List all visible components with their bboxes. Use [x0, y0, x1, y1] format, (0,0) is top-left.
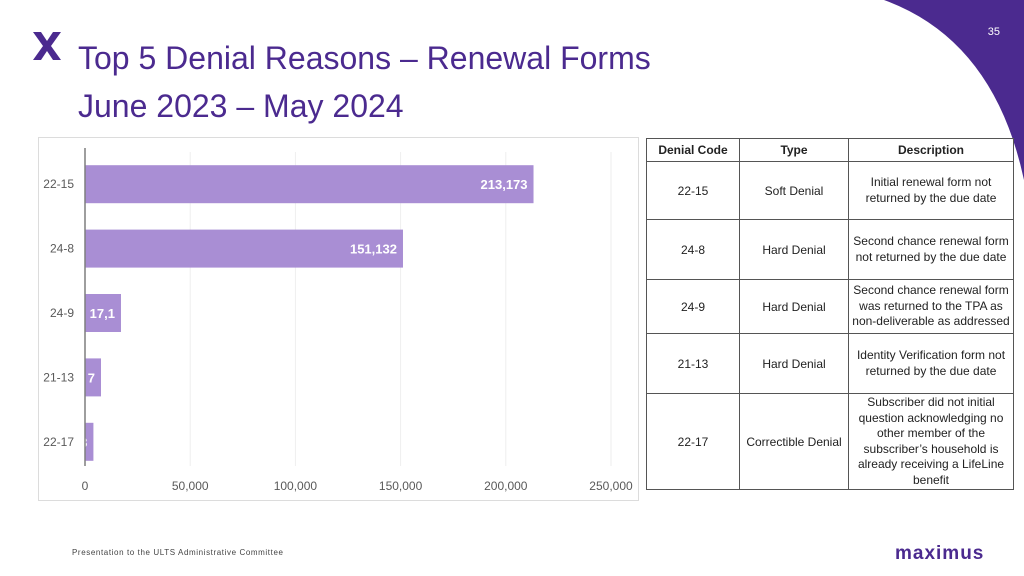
desc-line: Initial renewal form not	[870, 175, 992, 189]
bar-data-label: 7	[88, 370, 95, 385]
table-row: 22-17 Correctible Denial Subscriber did …	[646, 393, 1014, 490]
cell-code: 24-8	[646, 219, 740, 280]
x-tick-label: 200,000	[484, 479, 528, 493]
bar-chart-svg: 0 50,000 100,000 150,000 200,000 250,000 22-15…	[43, 148, 633, 493]
table-row: 24-8 Hard Denial Second chance renewal f…	[646, 219, 1014, 280]
cell-code: 24-9	[646, 279, 740, 334]
desc-line: Second chance renewal form	[853, 234, 1009, 248]
footer-text: Presentation to the ULTS Administrative …	[72, 548, 284, 557]
y-category-label: 24-8	[50, 242, 74, 256]
desc-line: Subscriber did not initial	[867, 395, 995, 409]
brand-logo: maximus	[895, 543, 985, 564]
desc-line: not returned by the due date	[855, 249, 1007, 264]
desc-line: was returned to the TPA as	[859, 298, 1003, 313]
cell-type: Soft Denial	[739, 161, 849, 220]
page-title-line1: Top 5 Denial Reasons – Renewal Forms	[78, 40, 651, 76]
desc-line: returned by the due date	[865, 363, 997, 378]
desc-line: benefit	[912, 472, 950, 487]
cell-description: Identity Verification form not returned …	[848, 333, 1014, 394]
cell-description: Initial renewal form not returned by the…	[848, 161, 1014, 220]
desc-line: returned by the due date	[865, 190, 997, 205]
y-category-label: 21-13	[43, 370, 74, 384]
x-tick-label: 100,000	[274, 479, 318, 493]
desc-line: subscriber’s household is	[863, 441, 999, 456]
bar	[85, 229, 403, 268]
desc-line: already receiving a LifeLine	[857, 457, 1005, 471]
header-denial-code: Denial Code	[646, 138, 740, 162]
cell-type: Hard Denial	[739, 333, 849, 394]
desc-line: Second chance renewal form	[853, 283, 1009, 298]
denial-code-table: Denial Code Type Description 22-15 Soft …	[646, 138, 1014, 490]
bar-data-label: 213,173	[481, 177, 528, 192]
bar	[85, 422, 94, 461]
bar	[85, 358, 101, 397]
bar-data-label: 17,1	[90, 306, 115, 321]
x-tick-label: 50,000	[172, 479, 209, 493]
page-title-line2: June 2023 – May 2024	[78, 88, 404, 124]
page-number: 35	[987, 26, 1000, 38]
page-title: Top 5 Denial Reasons – Renewal Forms Jun…	[78, 34, 651, 130]
cell-type: Hard Denial	[739, 279, 849, 334]
bar	[85, 294, 121, 332]
cell-description: Subscriber did not initial question ackn…	[848, 393, 1014, 490]
header-description: Description	[848, 138, 1014, 162]
table-row: 21-13 Hard Denial Identity Verification …	[646, 333, 1014, 394]
x-tick-label: 250,000	[589, 479, 633, 493]
table-header-row: Denial Code Type Description	[646, 138, 1014, 162]
bar-data-label: 151,132	[350, 242, 397, 257]
cell-description: Second chance renewal form was returned …	[848, 279, 1014, 334]
x-tick-label: 150,000	[379, 479, 423, 493]
y-category-label: 24-9	[50, 306, 74, 320]
desc-line: question acknowledging no	[858, 410, 1004, 425]
cell-code: 22-17	[646, 393, 740, 490]
y-category-label: 22-15	[43, 177, 74, 191]
table-row: 22-15 Soft Denial Initial renewal form n…	[646, 161, 1014, 220]
desc-line: non-deliverable as addressed	[852, 314, 1010, 329]
bar-chart: 0 50,000 100,000 150,000 200,000 250,000 22-15…	[38, 137, 639, 501]
cell-type: Hard Denial	[739, 219, 849, 280]
cell-description: Second chance renewal form not returned …	[848, 219, 1014, 280]
x-tick-label: 0	[82, 479, 89, 493]
cell-type: Correctible Denial	[739, 393, 849, 490]
cell-code: 21-13	[646, 333, 740, 394]
corner-swoosh-decoration	[884, 0, 1024, 180]
bar-data-label: 3	[80, 435, 87, 450]
desc-line: Identity Verification form not	[856, 348, 1006, 362]
desc-line: other member of the	[876, 426, 986, 440]
y-category-label: 22-17	[43, 435, 74, 449]
cell-code: 22-15	[646, 161, 740, 220]
header-type: Type	[739, 138, 849, 162]
table-row: 24-9 Hard Denial Second chance renewal f…	[646, 279, 1014, 334]
brand-x-icon	[33, 32, 61, 60]
bar	[85, 165, 534, 204]
